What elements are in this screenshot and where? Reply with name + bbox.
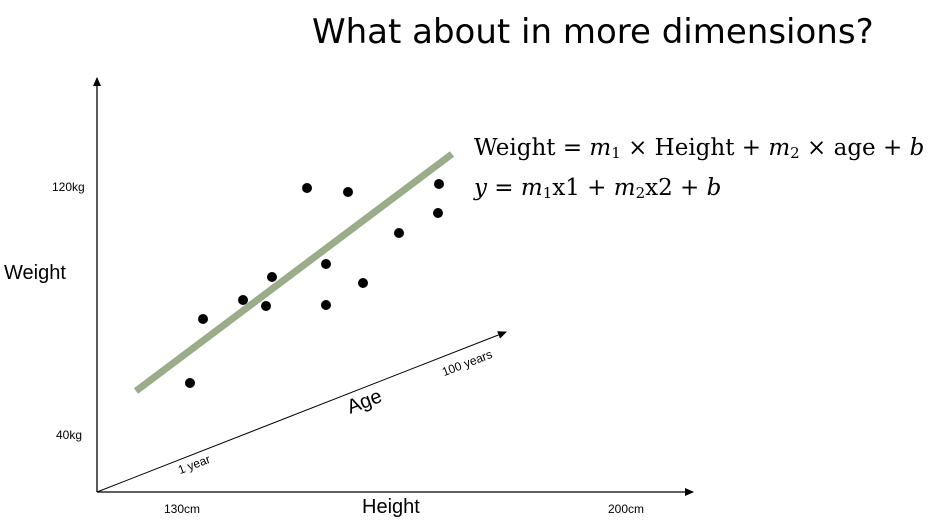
y-axis-label: Weight: [4, 262, 66, 284]
x-tick-high: 200cm: [608, 502, 645, 516]
y-tick-high: 120kg: [52, 180, 85, 194]
data-point: [321, 259, 331, 269]
data-point: [185, 378, 195, 388]
data-points: [185, 179, 444, 388]
data-point: [198, 314, 208, 324]
data-point: [394, 228, 404, 238]
y-tick-low: 40kg: [56, 428, 83, 442]
data-point: [238, 295, 248, 305]
x-axis-label: Height: [362, 496, 420, 518]
equation-short: y = m1x1 + m2x2 + b: [474, 175, 722, 202]
data-point: [433, 208, 443, 218]
data-point: [434, 179, 444, 189]
data-point: [343, 187, 353, 197]
slide-title: What about in more dimensions?: [312, 12, 874, 52]
fit-line: [133, 151, 455, 394]
age-axis: [96, 331, 507, 493]
x-tick-low: 130cm: [164, 502, 201, 516]
data-point: [321, 300, 331, 310]
equation-full: Weight = m1 × Height + m2 × age + b: [474, 135, 925, 162]
data-point: [261, 301, 271, 311]
data-point: [302, 183, 312, 193]
data-point: [267, 272, 277, 282]
data-point: [358, 278, 368, 288]
